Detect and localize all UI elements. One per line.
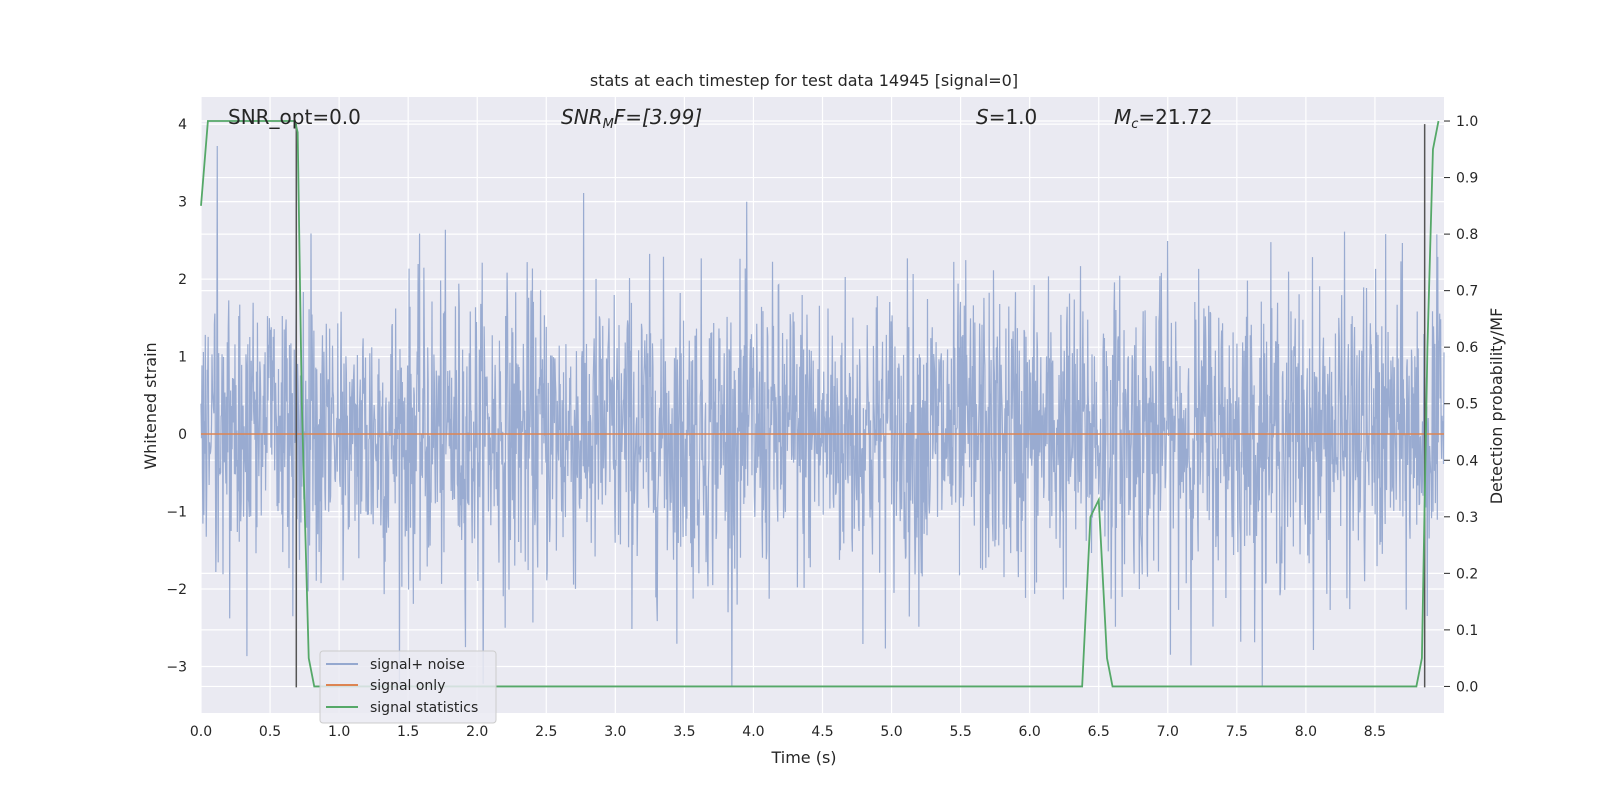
y-axis-right-label: Detection probability/MF — [1487, 308, 1506, 505]
y-left-tick-label: 3 — [178, 195, 187, 211]
x-tick-label: 5.5 — [949, 724, 971, 740]
y-axis-left-label: Whitened strain — [141, 342, 160, 469]
annotation-snr-mf: SNRMF=[3.99] — [561, 105, 702, 132]
x-tick-label: 4.0 — [742, 724, 764, 740]
x-tick-label: 6.0 — [1019, 724, 1041, 740]
x-tick-label: 6.5 — [1088, 724, 1110, 740]
y-axis-right-ticks: 0.0 0.1 0.2 0.3 0.4 0.5 0.6 0.7 0.8 0.9 1.0 — [1444, 114, 1478, 695]
x-tick-label: 4.5 — [811, 724, 833, 740]
y-right-tick-label: 0.5 — [1456, 397, 1478, 413]
annotation-mc: Mc=21.72 — [1114, 105, 1212, 132]
y-right-tick-label: 1.0 — [1456, 114, 1478, 130]
x-tick-label: 7.0 — [1157, 724, 1179, 740]
x-axis-label: Time (s) — [770, 748, 836, 767]
x-tick-label: 0.5 — [259, 724, 281, 740]
y-right-tick-label: 0.3 — [1456, 510, 1478, 526]
x-tick-label: 0.0 — [190, 724, 212, 740]
x-tick-label: 1.5 — [397, 724, 419, 740]
lines-layer — [200, 120, 1444, 688]
x-tick-label: 8.0 — [1295, 724, 1317, 740]
y-left-tick-label: −2 — [166, 582, 187, 598]
y-right-tick-label: 0.2 — [1456, 566, 1478, 582]
x-tick-label: 2.0 — [466, 724, 488, 740]
x-axis-ticks: 0.0 0.5 1.0 1.5 2.0 2.5 3.0 3.5 4.0 4.5 5.0 5.5 6.0 6… — [190, 724, 1386, 740]
annotation-s: S=1.0 — [976, 105, 1037, 129]
y-right-tick-label: 0.1 — [1456, 623, 1478, 639]
y-left-tick-label: −1 — [166, 505, 187, 521]
x-tick-label: 3.0 — [604, 724, 626, 740]
x-tick-label: 8.5 — [1364, 724, 1386, 740]
chart-title: stats at each timestep for test data 149… — [590, 71, 1018, 90]
legend-label-signal-noise: signal+ noise — [370, 657, 465, 673]
y-right-tick-label: 0.7 — [1456, 284, 1478, 300]
legend-box — [319, 650, 497, 724]
x-tick-label: 3.5 — [673, 724, 695, 740]
legend: signal+ noise signal only signal statist… — [319, 650, 497, 724]
y-left-tick-label: 0 — [178, 427, 187, 443]
x-tick-label: 7.5 — [1226, 724, 1248, 740]
x-tick-label: 5.0 — [880, 724, 902, 740]
y-left-tick-label: 1 — [178, 350, 187, 366]
y-right-tick-label: 0.6 — [1456, 340, 1478, 356]
y-right-tick-label: 0.8 — [1456, 227, 1478, 243]
legend-label-signal-statistics: signal statistics — [370, 700, 478, 716]
y-axis-left-ticks: −3 −2 −1 0 1 2 3 4 — [166, 117, 187, 675]
y-left-tick-label: 4 — [178, 117, 187, 133]
x-tick-label: 1.0 — [328, 724, 350, 740]
legend-label-signal-only: signal only — [370, 678, 445, 694]
signal-noise-line — [200, 145, 1445, 686]
y-right-tick-label: 0.0 — [1456, 679, 1478, 695]
signal-statistics-line — [200, 120, 1440, 688]
y-left-tick-label: 2 — [178, 272, 187, 288]
annotation-snr-opt: SNR_opt=0.0 — [228, 105, 361, 129]
y-left-tick-label: −3 — [166, 660, 187, 676]
signal-noise-series — [200, 145, 1445, 686]
y-right-tick-label: 0.4 — [1456, 453, 1478, 469]
y-right-tick-label: 0.9 — [1456, 171, 1478, 187]
x-tick-label: 2.5 — [535, 724, 557, 740]
